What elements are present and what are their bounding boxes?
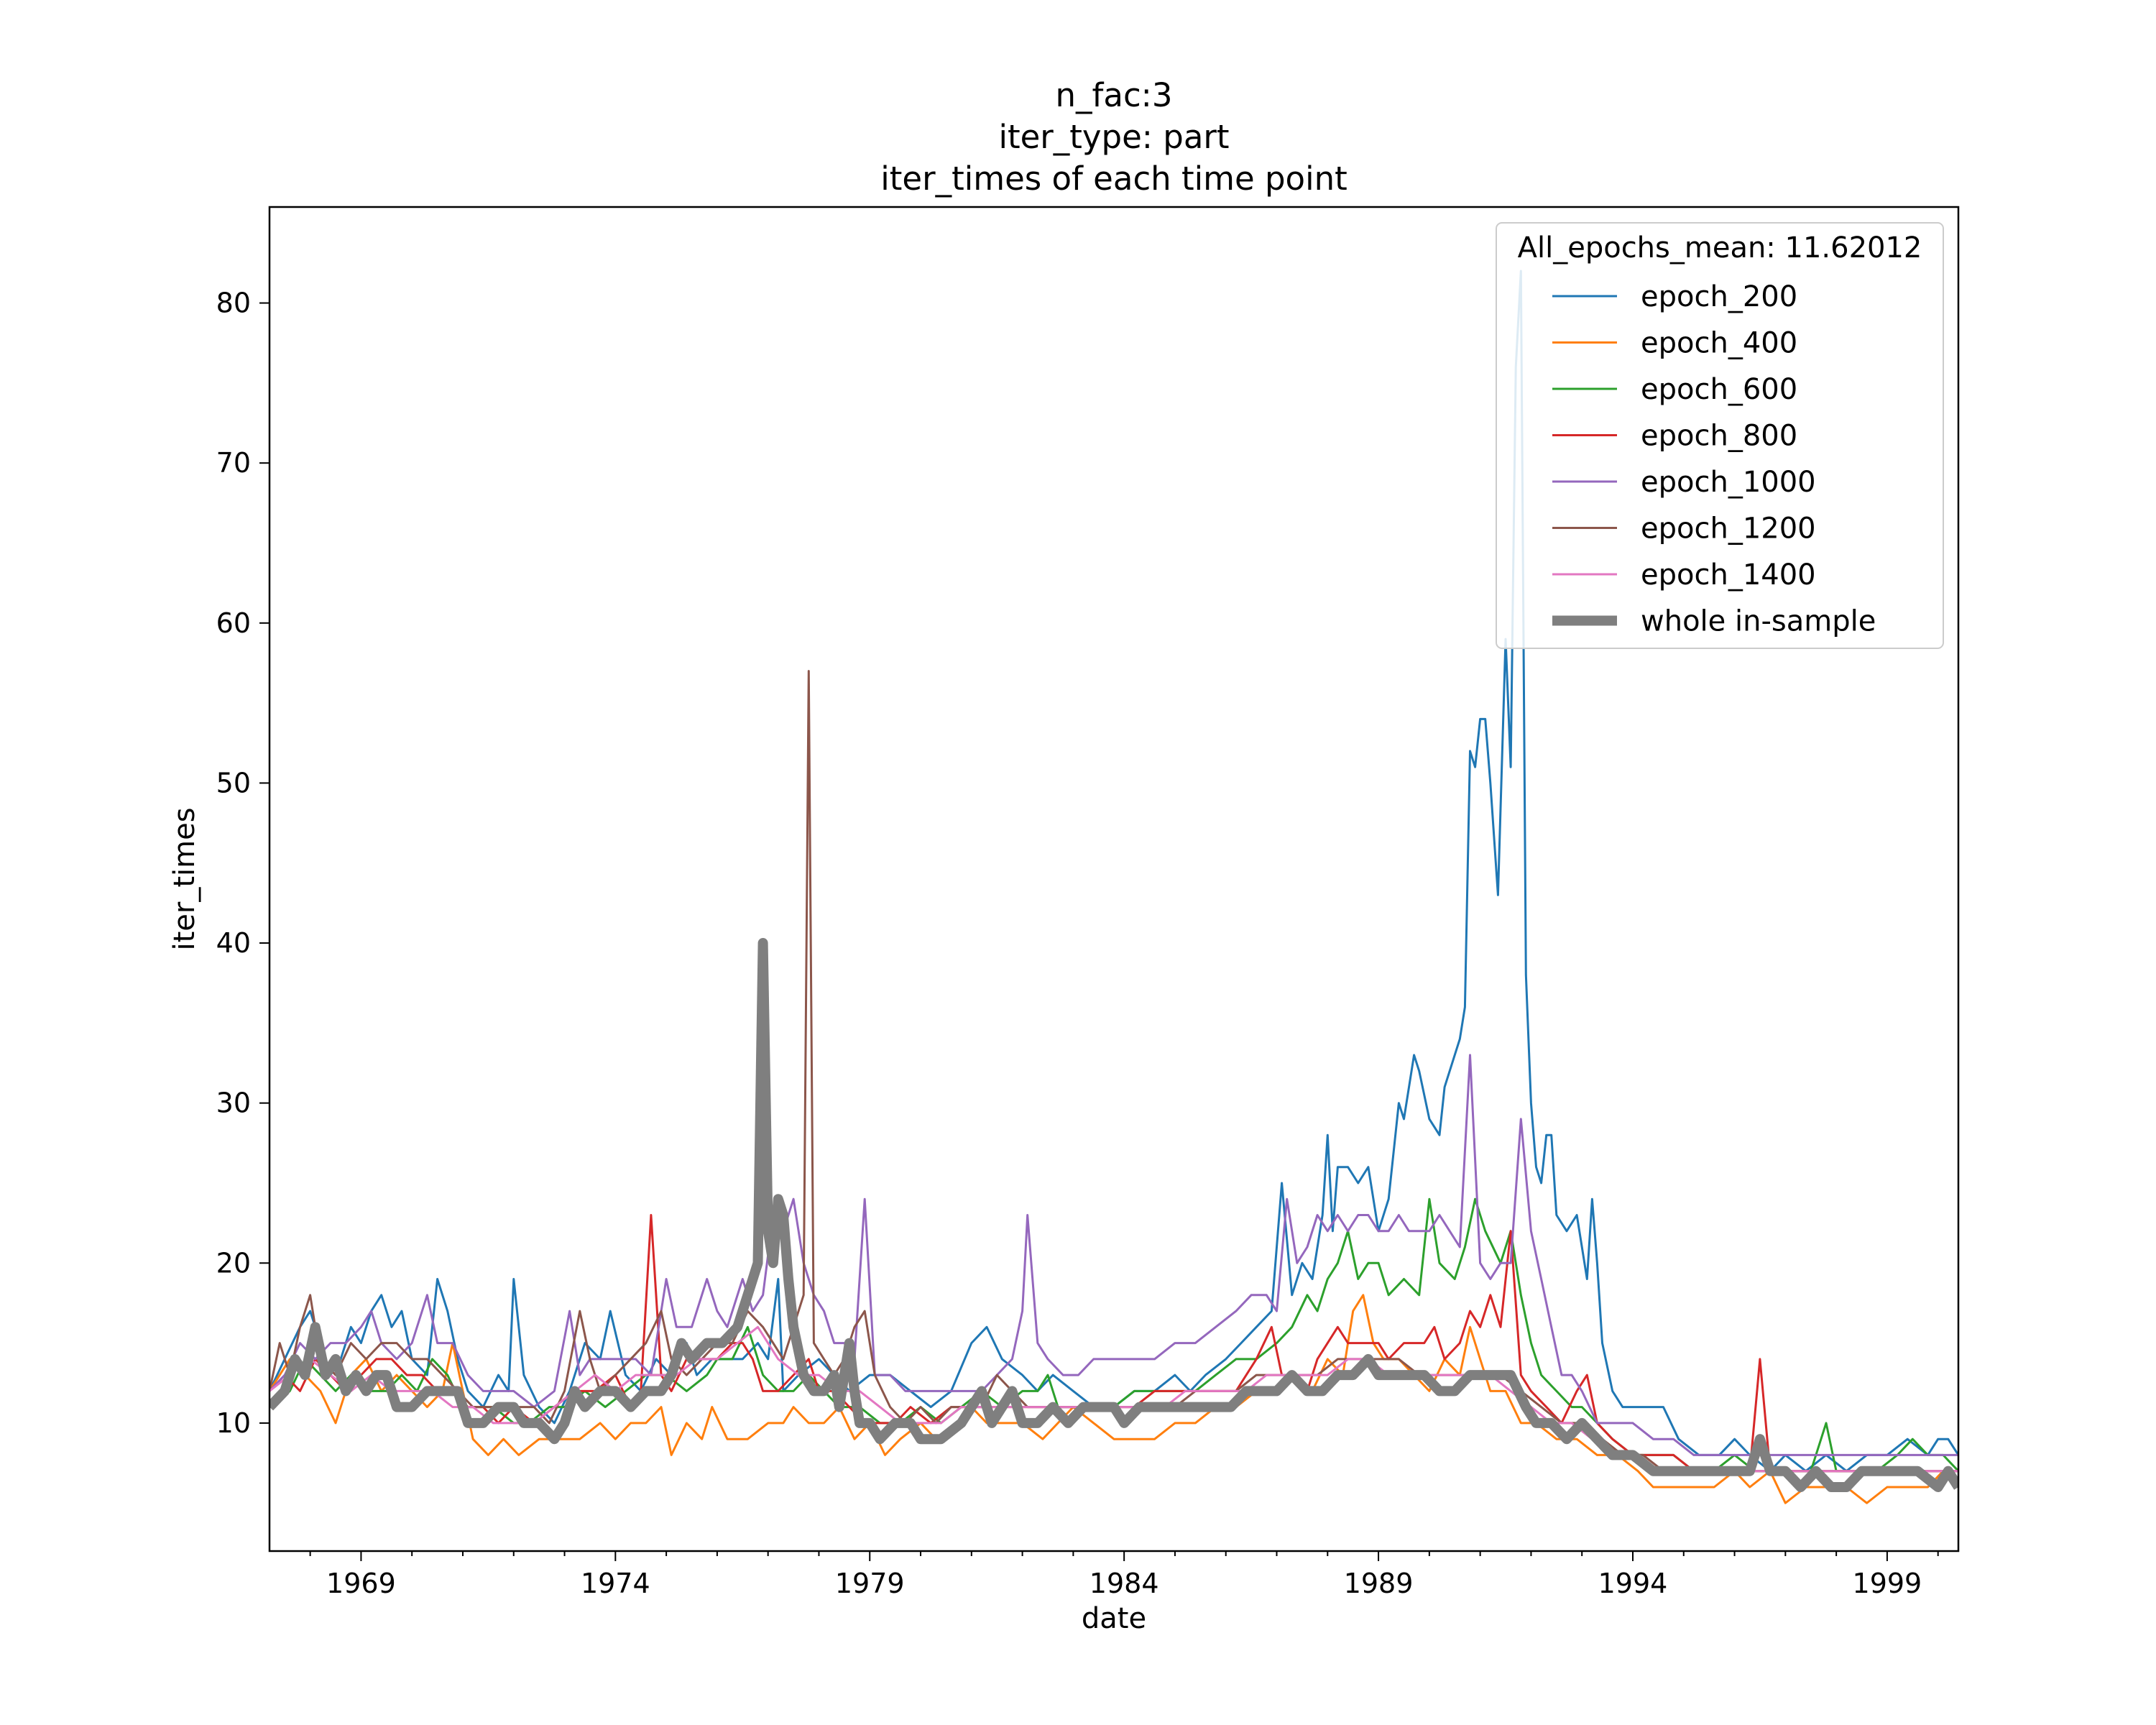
y-axis-label: iter_times xyxy=(168,807,201,950)
y-tick-label: 30 xyxy=(216,1087,251,1119)
legend-label: epoch_600 xyxy=(1641,373,1797,406)
legend: All_epochs_mean: 11.62012 epoch_200epoch… xyxy=(1496,222,1944,649)
y-tick-label: 20 xyxy=(216,1247,251,1279)
y-tick-label: 80 xyxy=(216,288,251,319)
y-tick-label: 40 xyxy=(216,927,251,959)
y-tick-label: 50 xyxy=(216,767,251,799)
series-line-epoch-1000 xyxy=(270,1054,1958,1456)
x-tick-label: 1979 xyxy=(835,1568,905,1599)
series-line-whole-in-sample xyxy=(270,938,1958,1492)
y-axis-ticks: 10 20 30 40 50 60 70 80 xyxy=(216,288,270,1439)
x-axis-ticks: 1969 1974 1979 1984 1989 1994 1999 xyxy=(309,1551,1939,1599)
x-tick-label: 1999 xyxy=(1853,1568,1922,1599)
legend-label: epoch_1200 xyxy=(1641,512,1816,546)
legend-label: epoch_800 xyxy=(1641,420,1797,453)
x-axis-label: date xyxy=(1082,1602,1146,1635)
legend-label: epoch_400 xyxy=(1641,327,1797,360)
legend-label: epoch_200 xyxy=(1641,280,1797,313)
chart-title-line-1: n_fac:3 xyxy=(1056,76,1173,114)
legend-label: epoch_1000 xyxy=(1641,466,1816,499)
x-tick-label: 1974 xyxy=(581,1568,650,1599)
x-tick-label: 1994 xyxy=(1598,1568,1668,1599)
y-tick-label: 70 xyxy=(216,447,251,479)
chart-title-line-3: iter_times of each time point xyxy=(880,160,1348,198)
legend-label: epoch_1400 xyxy=(1641,558,1816,592)
series-lines xyxy=(270,270,1958,1504)
series-line-epoch-200 xyxy=(270,270,1958,1473)
y-tick-label: 60 xyxy=(216,607,251,639)
x-tick-label: 1984 xyxy=(1089,1568,1159,1599)
plot-frame xyxy=(268,206,1960,1552)
chart-title-line-2: iter_type: part xyxy=(998,118,1229,156)
y-tick-label: 10 xyxy=(216,1407,251,1439)
x-tick-label: 1969 xyxy=(326,1568,396,1599)
x-tick-label: 1989 xyxy=(1344,1568,1414,1599)
legend-title: All_epochs_mean: 11.62012 xyxy=(1518,231,1922,264)
legend-label: whole in-sample xyxy=(1641,605,1876,638)
legend-box xyxy=(1496,222,1944,649)
chart-title: n_fac:3 iter_type: part iter_times of ea… xyxy=(880,76,1348,198)
